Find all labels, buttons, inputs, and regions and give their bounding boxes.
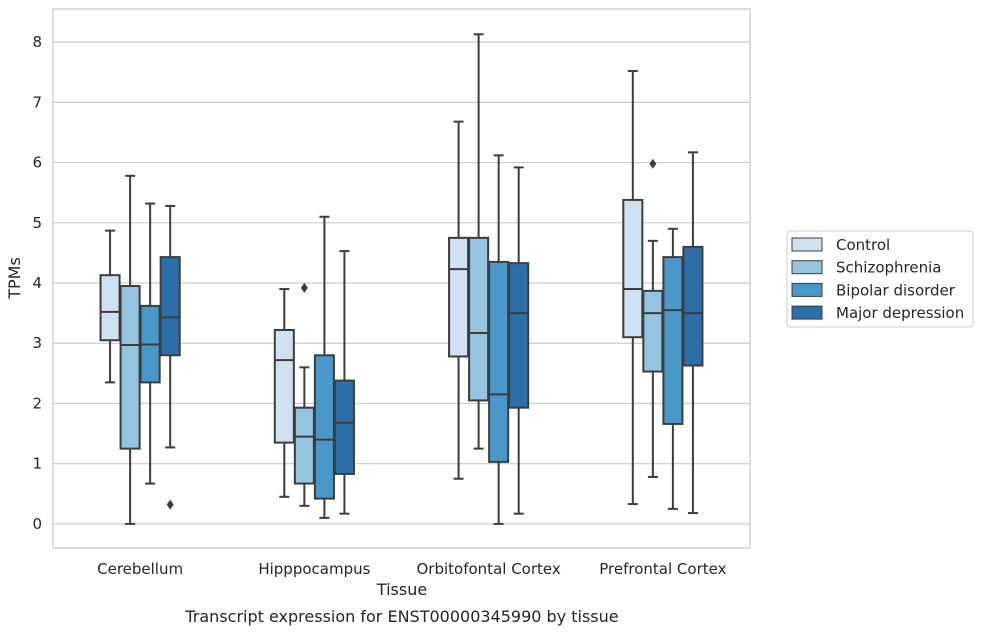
legend-label: Major depression	[836, 304, 964, 322]
x-tick-label: Hipppocampus	[258, 560, 370, 578]
x-tick-label: Cerebellum	[97, 560, 183, 578]
legend-swatch	[791, 305, 823, 320]
box-control	[273, 288, 295, 498]
box-bipolar-disorder	[488, 154, 510, 525]
box-control	[622, 70, 644, 506]
box-body	[159, 256, 181, 357]
legend-swatch	[791, 237, 823, 252]
x-tick-labels: Cerebellum Hipppocampus Orbitofontal Corte…	[97, 560, 726, 578]
box-major-depression	[682, 151, 704, 515]
y-tick-label: 2	[32, 394, 42, 412]
legend-frame	[786, 230, 974, 328]
y-tick-label: 7	[32, 93, 42, 111]
box-body	[662, 256, 684, 425]
y-tick-label: 0	[32, 515, 42, 533]
box-body	[313, 354, 335, 500]
boxes	[99, 33, 704, 525]
y-tick-label: 1	[32, 455, 42, 473]
grid-lines	[53, 41, 750, 525]
y-tick-label: 6	[32, 154, 42, 172]
y-tick-label: 8	[32, 33, 42, 51]
box-body	[273, 328, 295, 444]
legend-swatch	[791, 260, 823, 275]
legend-label: Schizophrenia	[836, 259, 941, 277]
box-schizophrenia	[293, 282, 315, 507]
y-tick-labels: 0 1 2 3 4 5 6 7 8	[32, 33, 42, 533]
box-bipolar-disorder	[662, 227, 684, 510]
box-body	[333, 379, 355, 475]
outlier-point	[649, 158, 657, 169]
legend-label: Control	[836, 236, 890, 254]
y-tick-label: 3	[32, 334, 42, 352]
box-body	[508, 262, 530, 409]
box-body	[448, 236, 470, 358]
box-body	[682, 245, 704, 367]
box-body	[642, 289, 664, 373]
outlier-point	[166, 499, 174, 510]
box-bipolar-disorder	[313, 215, 335, 519]
legend-label: Bipolar disorder	[836, 281, 956, 299]
box-major-depression	[159, 204, 181, 510]
box-bipolar-disorder	[139, 202, 161, 485]
legend-swatch	[791, 282, 823, 297]
chart-caption: Transcript expression for ENST0000034599…	[184, 607, 618, 626]
box-body	[622, 198, 644, 339]
box-schizophrenia	[119, 174, 141, 525]
box-body	[119, 285, 141, 450]
legend: Control Schizophrenia Bipolar disorder Majo…	[786, 230, 974, 328]
box-body	[293, 406, 315, 485]
x-tick-label: Prefrontal Cortex	[599, 560, 726, 578]
box-body	[488, 260, 510, 463]
box-body	[468, 236, 490, 402]
y-tick-label: 5	[32, 214, 42, 232]
x-axis-label: Tissue	[376, 580, 427, 599]
plot-frame	[52, 8, 751, 549]
box-body	[99, 274, 121, 342]
box-schizophrenia	[468, 33, 490, 450]
y-axis-label: TPMs	[5, 257, 24, 300]
box-schizophrenia	[642, 158, 664, 478]
outlier-point	[300, 282, 308, 293]
box-major-depression	[508, 166, 530, 515]
y-tick-label: 4	[32, 274, 42, 292]
box-control	[99, 229, 121, 384]
box-major-depression	[333, 250, 355, 515]
box-control	[448, 120, 470, 480]
x-tick-label: Orbitofontal Cortex	[417, 560, 561, 578]
